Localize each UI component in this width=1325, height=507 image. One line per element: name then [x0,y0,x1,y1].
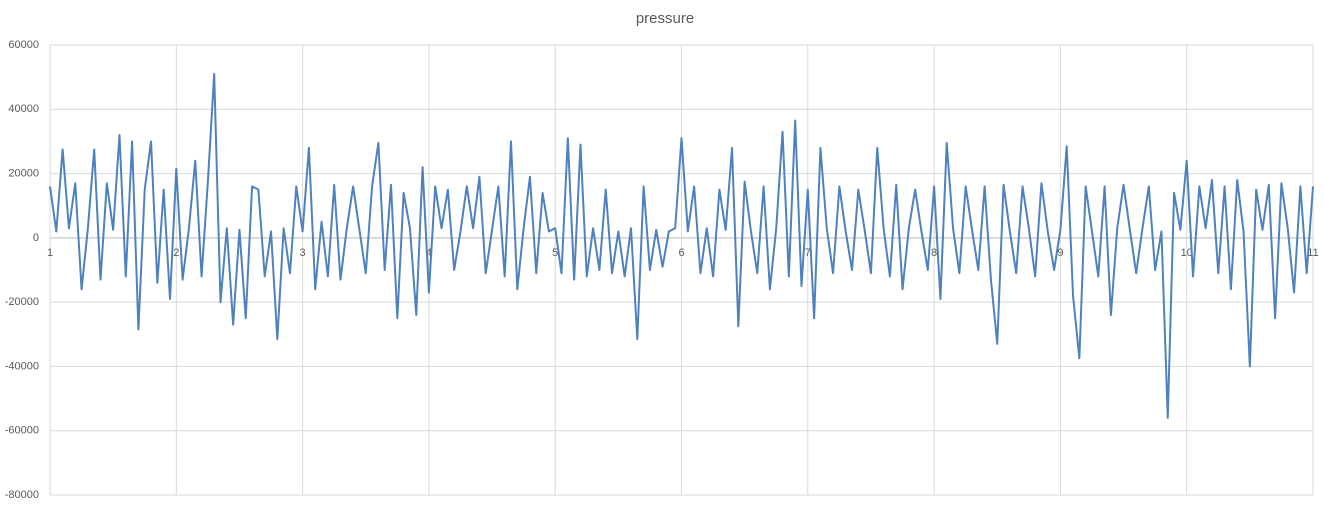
x-tick-label: 1 [47,247,53,259]
x-tick-label: 11 [1307,247,1318,259]
x-tick-label: 10 [1181,247,1193,259]
x-tick-label: 3 [300,247,306,259]
y-tick-label: 0 [33,232,39,244]
y-tick-label: -60000 [5,425,39,437]
chart-title: pressure [636,10,694,27]
x-tick-label: 6 [678,247,684,259]
x-tick-label: 7 [805,247,811,259]
y-tick-label: 20000 [8,167,39,179]
x-tick-label: 4 [426,247,432,259]
x-tick-label: 9 [1057,247,1063,259]
data-line [49,72,1314,419]
x-tick-label: 5 [552,247,558,259]
y-tick-label: 60000 [8,39,39,51]
y-tick-label: -20000 [5,296,39,308]
y-tick-label: -80000 [5,489,39,501]
y-tick-label: 40000 [8,103,39,115]
y-tick-label: -40000 [5,360,39,372]
x-tick-label: 8 [931,247,937,259]
x-tick-label: 2 [173,247,179,259]
